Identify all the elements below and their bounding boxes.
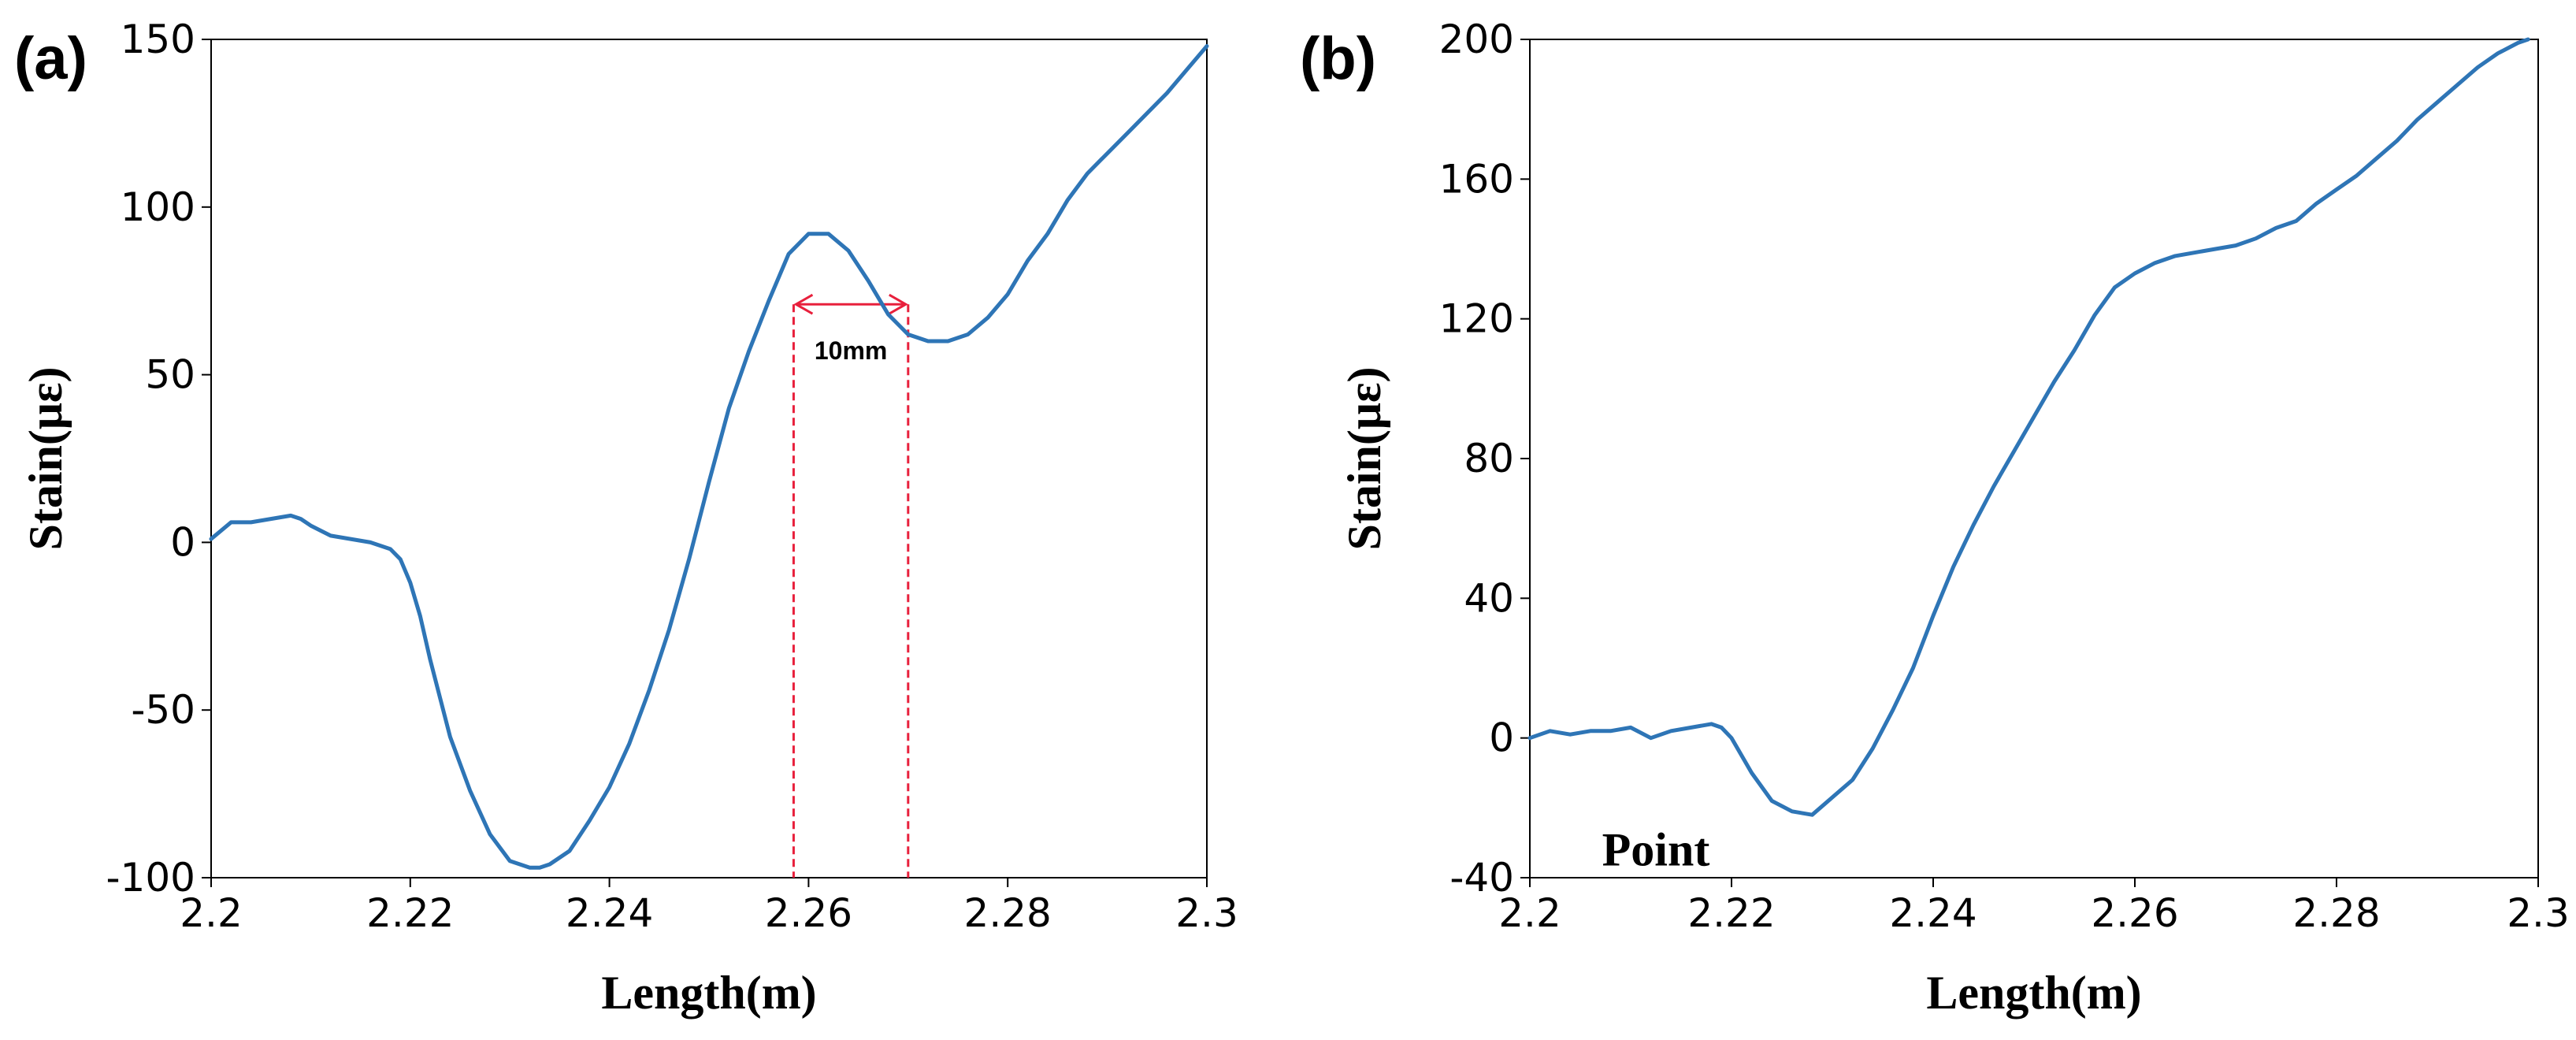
y-tick-label: -100: [106, 855, 195, 901]
panel-a-y-ticks: -100 -50 0 50 100 150: [106, 17, 211, 901]
x-tick-label: 2.28: [964, 890, 1052, 936]
y-tick-label: 200: [1439, 17, 1514, 62]
x-tick-label: 2.3: [1175, 890, 1238, 936]
point-annotation-label: Point: [1602, 824, 1710, 876]
y-tick-label: 120: [1439, 296, 1514, 342]
y-tick-label: 40: [1464, 575, 1514, 621]
panel-a-y-axis-title: Stain(με): [20, 367, 72, 551]
panel-a-plot-frame: [210, 39, 1208, 878]
y-tick-label: 50: [145, 352, 195, 398]
x-tick-label: 2.22: [1687, 890, 1775, 936]
x-tick-label: 2.24: [1889, 890, 1977, 936]
y-tick-label: -50: [131, 687, 195, 733]
panel-b-x-ticks: 2.2 2.22 2.24 2.26 2.28 2.3: [1498, 878, 2570, 936]
panel-a: (a) -100 -50 0 50 100 150 2.2 2.22 2.24 2.26 2.28…: [14, 17, 1238, 1019]
x-tick-label: 2.26: [765, 890, 852, 936]
y-tick-label: 160: [1439, 156, 1514, 202]
width-annotation-label: 10mm: [815, 336, 888, 365]
y-tick-label: 0: [170, 519, 195, 565]
panel-a-label: (a): [14, 25, 87, 92]
x-tick-label: 2.3: [2507, 890, 2570, 936]
panel-a-annotation: 10mm: [815, 336, 888, 365]
x-tick-label: 2.28: [2292, 890, 2380, 936]
arrow-head-left: [793, 293, 814, 315]
y-tick-label: 80: [1464, 436, 1514, 481]
panel-a-x-axis-title: Length(m): [601, 967, 816, 1019]
panel-b-label: (b): [1300, 25, 1376, 92]
x-tick-label: 2.22: [366, 890, 454, 936]
y-tick-label: 0: [1489, 715, 1514, 761]
y-tick-label: -40: [1449, 855, 1514, 901]
panel-a-x-ticks: 2.2 2.22 2.24 2.26 2.28 2.3: [180, 878, 1238, 936]
y-tick-label: 150: [121, 17, 195, 62]
x-tick-label: 2.2: [1498, 890, 1561, 936]
panel-b-y-ticks: -40 0 40 80 120 160 200: [1439, 17, 1530, 901]
y-tick-label: 100: [121, 184, 195, 230]
panel-a-marks: [792, 293, 910, 878]
x-tick-label: 2.24: [566, 890, 653, 936]
x-tick-label: 2.2: [180, 890, 243, 936]
panel-b-y-axis-title: Stain(με): [1338, 367, 1390, 551]
panel-a-strain-line: [209, 44, 1209, 870]
panel-b-strain-line: [1527, 37, 2530, 817]
panel-b-x-axis-title: Length(m): [1926, 967, 2141, 1019]
arrow-head-right: [889, 293, 908, 315]
panel-b-plot-frame: [1529, 39, 2539, 878]
x-tick-label: 2.26: [2091, 890, 2178, 936]
